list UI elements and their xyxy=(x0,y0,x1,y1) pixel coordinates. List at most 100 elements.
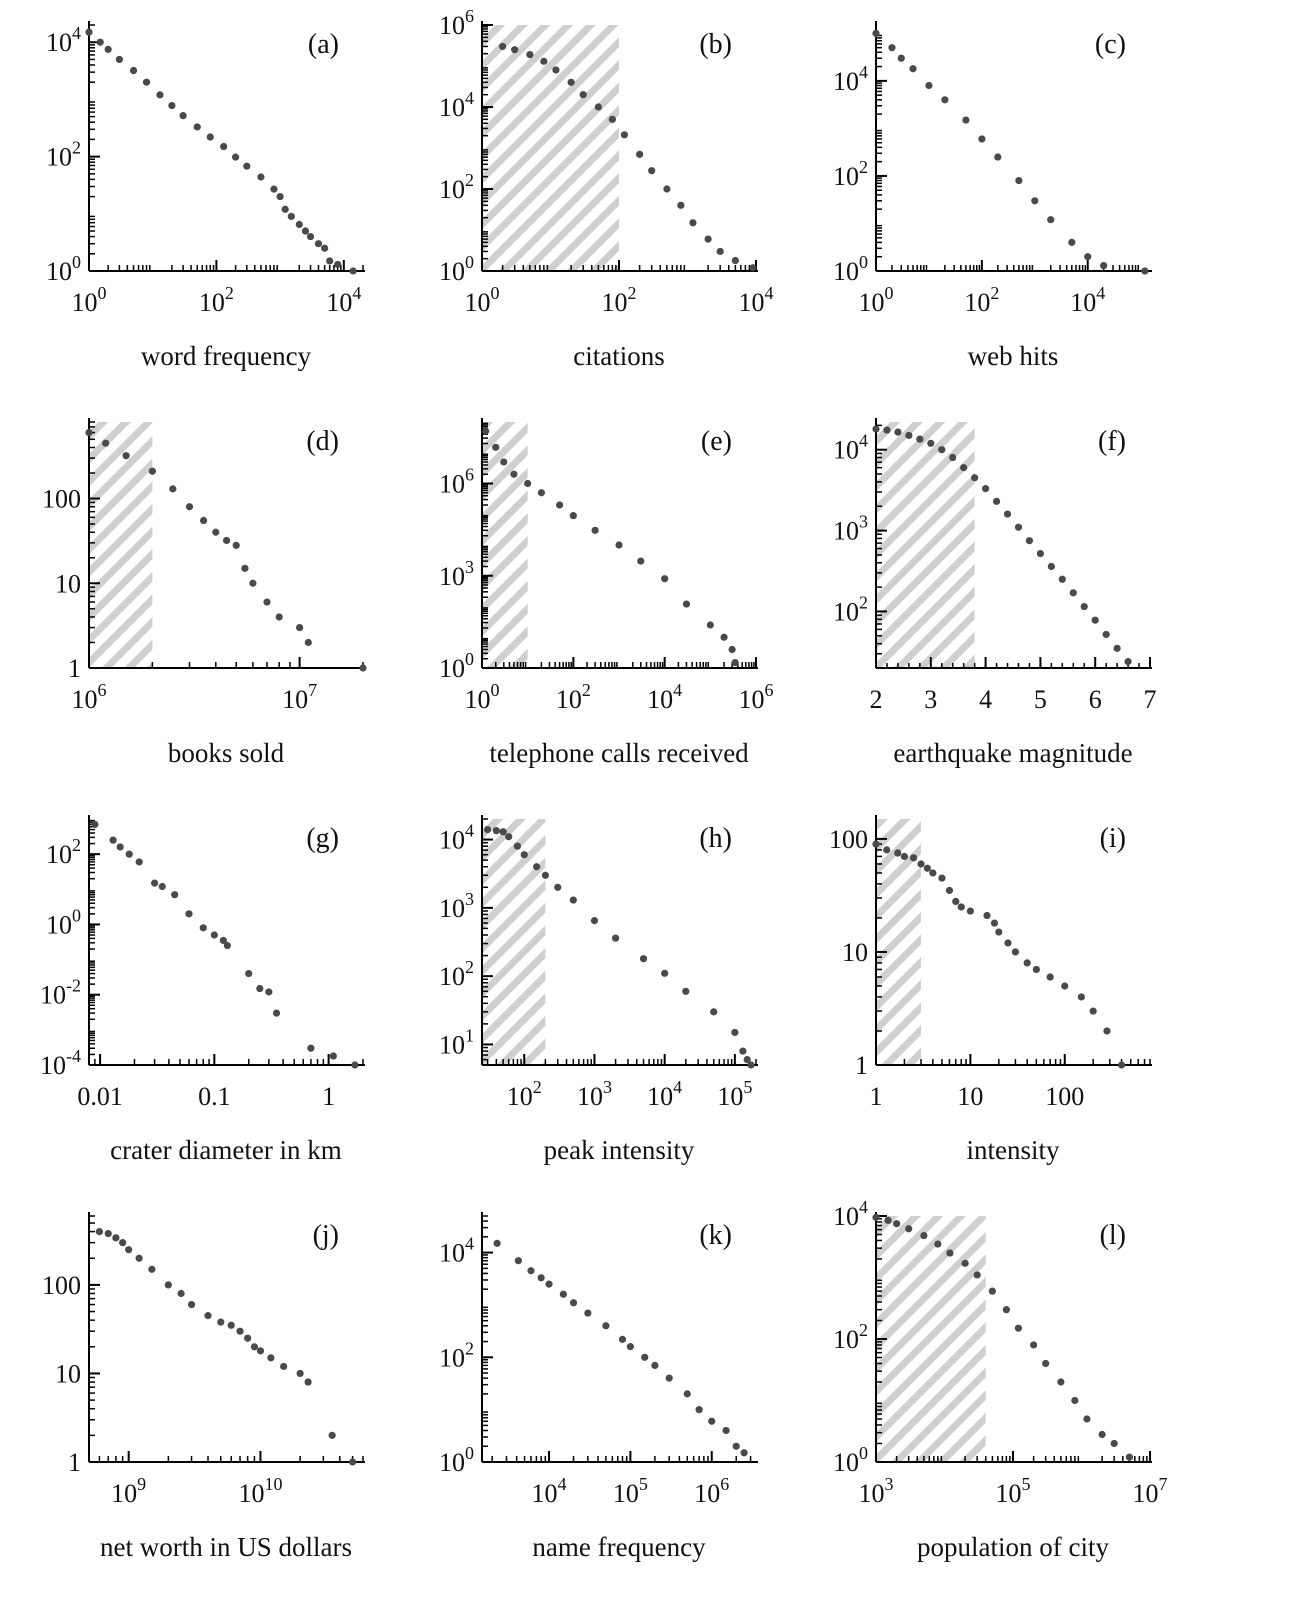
data-point-e xyxy=(720,633,728,641)
data-point-j xyxy=(348,1458,357,1466)
data-point-b xyxy=(608,115,616,123)
x-tick-label-c: 104 xyxy=(1070,283,1105,317)
data-point-f xyxy=(905,431,913,440)
data-point-h xyxy=(499,828,507,836)
data-point-j xyxy=(177,1289,185,1298)
x-tick-label-h: 104 xyxy=(647,1077,682,1111)
data-point-h xyxy=(569,896,577,904)
y-tick-label-g: 10-2 xyxy=(40,976,81,1010)
data-point-a xyxy=(301,227,310,235)
shaded-region-d xyxy=(89,422,153,668)
y-tick-label-b: 102 xyxy=(439,170,474,204)
y-tick-label-i: 100 xyxy=(829,825,868,854)
data-point-f xyxy=(1058,575,1066,583)
data-point-a xyxy=(156,91,164,99)
data-point-j xyxy=(95,1227,104,1236)
data-point-g xyxy=(109,836,117,844)
data-point-g xyxy=(219,936,227,945)
data-point-e xyxy=(482,427,490,435)
data-point-c xyxy=(962,116,970,124)
panel-label-e: (e) xyxy=(701,426,732,457)
data-point-c xyxy=(897,54,905,62)
data-point-f xyxy=(949,453,957,462)
data-point-e xyxy=(500,458,508,466)
data-point-g xyxy=(272,1009,281,1017)
data-point-d xyxy=(275,613,283,621)
data-point-a xyxy=(179,112,187,120)
data-point-b xyxy=(636,150,644,158)
data-point-c xyxy=(1084,253,1092,261)
data-point-i xyxy=(929,869,937,877)
panel-c: 100 102 104 100 102 104 (c) web hits xyxy=(833,21,1152,371)
y-tick-label-e: 100 xyxy=(439,649,474,683)
data-point-l xyxy=(905,1225,913,1233)
y-tick-label-i: 1 xyxy=(855,1051,868,1080)
data-point-i xyxy=(917,860,925,868)
data-point-i xyxy=(966,907,974,915)
panel-e: 100 102 104 106 100 103 106 (e) telephone calls … xyxy=(439,418,774,768)
y-tick-label-l: 104 xyxy=(833,1197,868,1231)
y-tick-label-d: 10 xyxy=(55,569,81,598)
data-point-h xyxy=(682,987,690,995)
data-point-d xyxy=(249,579,257,587)
data-point-d xyxy=(148,467,156,475)
data-point-g xyxy=(116,843,124,851)
data-point-l xyxy=(1083,1415,1091,1423)
y-tick-label-k: 104 xyxy=(439,1234,474,1268)
panel-label-i: (i) xyxy=(1100,823,1126,854)
data-point-k xyxy=(559,1290,567,1298)
data-point-f xyxy=(992,497,1001,505)
x-tick-label-g: 1 xyxy=(322,1082,335,1111)
x-tick-label-d: 106 xyxy=(72,680,107,714)
panel-label-a: (a) xyxy=(308,29,339,60)
data-point-e xyxy=(615,541,623,549)
data-point-f xyxy=(938,446,946,454)
data-point-e xyxy=(569,512,577,520)
data-point-j xyxy=(148,1265,156,1273)
data-point-d xyxy=(304,638,312,647)
data-point-g xyxy=(329,1052,337,1060)
panel-k: 104 105 106 100 102 104 (k) name frequency xyxy=(439,1212,758,1562)
panel-j: 109 1010 1 10 100 (j) net worth in US dollars xyxy=(42,1212,365,1562)
x-tick-label-e: 102 xyxy=(556,680,591,714)
data-point-h xyxy=(554,883,562,891)
data-point-j xyxy=(204,1312,212,1320)
panel-b: 100 102 104 100 102 104 106 (b) citations xyxy=(439,6,774,371)
data-point-b xyxy=(499,42,507,51)
y-tick-label-c: 100 xyxy=(833,252,868,286)
y-tick-label-k: 102 xyxy=(439,1338,474,1372)
data-point-i xyxy=(983,911,991,920)
data-point-a xyxy=(314,240,323,248)
y-tick-label-d: 100 xyxy=(42,485,81,514)
data-point-b xyxy=(663,185,671,193)
y-tick-label-j: 10 xyxy=(55,1359,81,1388)
x-tick-label-h: 102 xyxy=(507,1077,542,1111)
data-point-g xyxy=(125,850,133,858)
shaded-region-l xyxy=(876,1216,986,1462)
data-point-k xyxy=(683,1390,691,1398)
x-axis-label-l: population of city xyxy=(917,1532,1109,1562)
data-point-f xyxy=(1025,537,1034,545)
data-point-c xyxy=(1047,216,1055,224)
y-tick-label-g: 100 xyxy=(46,905,81,939)
panel-label-c: (c) xyxy=(1095,29,1126,60)
data-point-k xyxy=(641,1353,649,1361)
data-point-l xyxy=(1071,1396,1079,1405)
data-point-a xyxy=(306,232,315,241)
x-axis-label-h: peak intensity xyxy=(544,1135,695,1165)
data-point-f xyxy=(1124,657,1132,666)
data-point-j xyxy=(280,1362,288,1371)
data-point-d xyxy=(263,598,271,606)
data-point-h xyxy=(731,1028,739,1037)
data-point-g xyxy=(307,1044,315,1052)
data-point-j xyxy=(236,1327,244,1335)
y-tick-label-b: 106 xyxy=(439,6,474,40)
data-point-a xyxy=(231,153,240,161)
data-point-b xyxy=(620,131,629,139)
data-point-e xyxy=(661,575,669,583)
x-tick-label-j: 1010 xyxy=(238,1474,282,1508)
data-point-a xyxy=(96,38,104,46)
data-point-a xyxy=(104,45,112,53)
data-point-b xyxy=(526,50,534,59)
